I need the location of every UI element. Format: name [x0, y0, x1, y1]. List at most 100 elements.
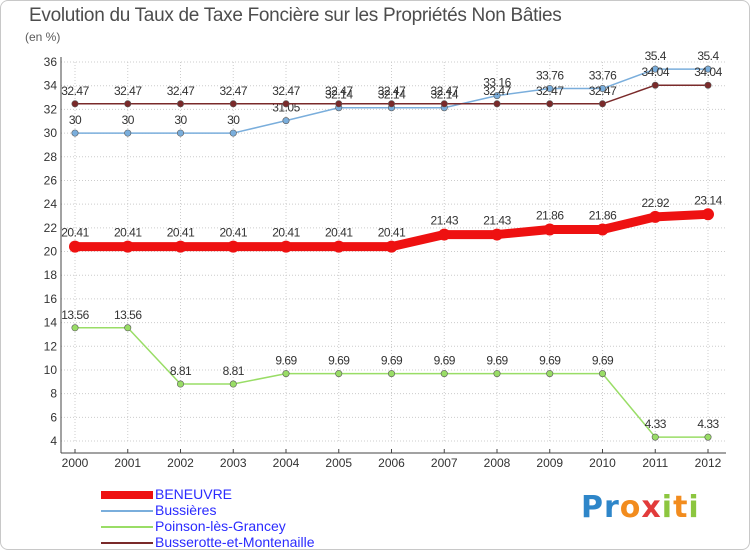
data-point-busserotte-et-montenaille [387, 100, 395, 108]
data-point-bussieres [177, 129, 185, 137]
data-point-beneuvre [121, 240, 134, 253]
data-label-busserotte-et-montenaille: 32.47 [430, 84, 458, 98]
legend-swatch [101, 526, 153, 528]
data-label-busserotte-et-montenaille: 32.47 [589, 84, 617, 98]
data-point-poinson-les-grancey [71, 324, 79, 332]
data-point-poinson-les-grancey [651, 433, 659, 441]
data-point-poinson-les-grancey [704, 433, 712, 441]
data-label-beneuvre: 21.43 [483, 214, 511, 228]
data-label-busserotte-et-montenaille: 32.47 [483, 84, 511, 98]
x-tick-label: 2005 [325, 456, 352, 470]
y-tick-label: 34 [44, 79, 58, 93]
data-label-busserotte-et-montenaille: 34.04 [641, 65, 669, 79]
y-tick-label: 30 [44, 126, 58, 140]
x-tick-label: 2007 [431, 456, 458, 470]
proxiti-logo: Proxiti [581, 490, 700, 525]
x-tick-label: 2006 [378, 456, 405, 470]
logo-letter: x [641, 490, 662, 525]
data-point-busserotte-et-montenaille [124, 100, 132, 108]
data-point-bussieres [704, 65, 712, 73]
legend-label: Poinson-lès-Grancey [155, 518, 286, 534]
data-label-beneuvre: 20.41 [167, 226, 195, 240]
y-tick-label: 32 [44, 102, 58, 116]
data-label-beneuvre: 20.41 [325, 226, 353, 240]
data-label-poinson-les-grancey: 4.33 [645, 417, 667, 431]
data-label-busserotte-et-montenaille: 32.47 [61, 84, 89, 98]
data-label-beneuvre: 20.41 [114, 226, 142, 240]
data-point-poinson-les-grancey [335, 370, 343, 378]
data-label-busserotte-et-montenaille: 32.47 [378, 84, 406, 98]
data-point-bussieres [71, 129, 79, 137]
data-label-beneuvre: 20.41 [219, 226, 247, 240]
data-label-poinson-les-grancey: 13.56 [61, 308, 89, 322]
y-tick-label: 36 [44, 55, 58, 69]
data-label-poinson-les-grancey: 9.69 [592, 354, 614, 368]
data-label-poinson-les-grancey: 13.56 [114, 308, 142, 322]
y-tick-label: 8 [50, 387, 57, 401]
x-tick-label: 2011 [642, 456, 668, 470]
data-label-bussieres: 30 [69, 113, 82, 127]
data-point-poinson-les-grancey [493, 370, 501, 378]
legend-label: Busserotte-et-Montenaille [155, 534, 315, 550]
data-label-bussieres: 30 [174, 113, 187, 127]
y-axis-unit-label: (en %) [25, 30, 61, 44]
data-point-busserotte-et-montenaille [704, 81, 712, 89]
y-tick-label: 6 [50, 410, 57, 424]
chart-title: Evolution du Taux de Taxe Foncière sur l… [29, 5, 562, 26]
logo-letter: o [619, 490, 642, 525]
data-point-poinson-les-grancey [387, 370, 395, 378]
data-point-beneuvre [280, 240, 292, 253]
data-point-busserotte-et-montenaille [177, 100, 185, 108]
data-label-busserotte-et-montenaille: 32.47 [325, 84, 353, 98]
y-tick-label: 14 [44, 316, 58, 330]
legend-label: Bussières [155, 502, 217, 518]
y-tick-label: 20 [44, 245, 58, 259]
data-point-beneuvre [227, 240, 240, 253]
x-tick-label: 2012 [695, 456, 722, 470]
data-point-beneuvre [332, 240, 345, 253]
data-point-bussieres [282, 117, 290, 125]
data-point-busserotte-et-montenaille [282, 100, 290, 108]
x-tick-label: 2002 [167, 456, 194, 470]
data-label-poinson-les-grancey: 9.69 [275, 354, 297, 368]
x-tick-label: 2001 [114, 456, 141, 470]
y-tick-label: 10 [44, 363, 58, 377]
data-label-poinson-les-grancey: 8.81 [170, 364, 192, 378]
data-label-bussieres: 30 [227, 113, 240, 127]
data-label-busserotte-et-montenaille: 32.47 [167, 84, 195, 98]
data-point-beneuvre [385, 240, 398, 253]
data-label-bussieres: 35.4 [645, 49, 667, 63]
legend-label: BENEUVRE [155, 486, 233, 502]
x-tick-label: 2009 [536, 456, 563, 470]
data-point-beneuvre [543, 223, 556, 236]
data-label-beneuvre: 22.92 [641, 196, 669, 210]
data-label-busserotte-et-montenaille: 32.47 [536, 84, 564, 98]
data-point-busserotte-et-montenaille [546, 100, 554, 108]
data-label-bussieres: 35.4 [697, 49, 719, 63]
data-point-poinson-les-grancey [440, 370, 448, 378]
data-point-busserotte-et-montenaille [335, 100, 343, 108]
data-label-beneuvre: 21.86 [536, 208, 564, 222]
data-label-bussieres: 33.76 [589, 69, 617, 83]
y-tick-label: 28 [44, 150, 58, 164]
data-point-bussieres [229, 129, 237, 137]
data-point-poinson-les-grancey [598, 370, 606, 378]
data-label-beneuvre: 21.86 [589, 208, 617, 222]
data-point-bussieres [124, 129, 132, 137]
data-point-busserotte-et-montenaille [598, 100, 606, 108]
y-tick-label: 22 [44, 221, 58, 235]
data-label-poinson-les-grancey: 9.69 [539, 354, 561, 368]
data-label-bussieres: 33.76 [536, 69, 564, 83]
data-label-bussieres: 32.14 [325, 88, 353, 102]
data-label-poinson-les-grancey: 8.81 [223, 364, 245, 378]
legend-swatch [101, 491, 153, 499]
data-label-busserotte-et-montenaille: 32.47 [272, 84, 300, 98]
y-tick-label: 4 [50, 434, 57, 448]
data-label-beneuvre: 20.41 [378, 226, 406, 240]
logo-letter: r [604, 490, 620, 525]
data-label-beneuvre: 21.43 [430, 214, 458, 228]
data-label-bussieres: 32.14 [378, 88, 406, 102]
data-label-beneuvre: 20.41 [272, 226, 300, 240]
data-point-poinson-les-grancey [177, 380, 185, 388]
